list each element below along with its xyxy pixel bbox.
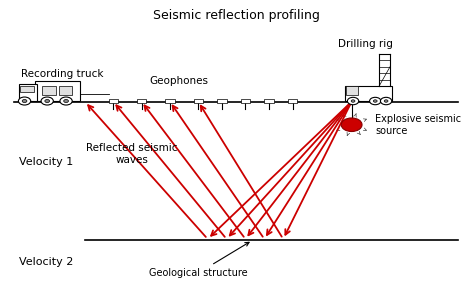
Circle shape	[18, 97, 31, 105]
Circle shape	[22, 99, 27, 103]
Text: Drilling rig: Drilling rig	[338, 39, 393, 49]
Bar	[137, 99, 146, 103]
Text: Geological structure: Geological structure	[149, 242, 249, 278]
Text: Velocity 2: Velocity 2	[19, 257, 73, 267]
Circle shape	[45, 99, 50, 103]
Text: Velocity 1: Velocity 1	[19, 157, 73, 167]
Bar	[42, 86, 56, 95]
Bar	[59, 86, 72, 95]
Circle shape	[373, 100, 377, 102]
Bar	[194, 99, 203, 103]
Circle shape	[384, 100, 388, 102]
Circle shape	[64, 99, 68, 103]
Bar	[109, 99, 118, 103]
Text: Reflected seismic
waves: Reflected seismic waves	[86, 143, 178, 165]
Circle shape	[60, 97, 72, 105]
Circle shape	[41, 97, 53, 105]
Circle shape	[351, 100, 355, 102]
Bar	[35, 81, 80, 101]
Bar	[20, 86, 34, 92]
Bar	[241, 99, 250, 103]
Circle shape	[341, 118, 362, 132]
Bar	[19, 84, 37, 101]
Bar	[346, 86, 358, 95]
Circle shape	[347, 97, 359, 105]
Bar	[345, 86, 392, 101]
Text: Recording truck: Recording truck	[21, 69, 104, 79]
Bar	[288, 99, 297, 103]
Circle shape	[380, 97, 392, 105]
Circle shape	[370, 97, 381, 105]
Text: Explosive seismic
source: Explosive seismic source	[375, 114, 461, 136]
Bar	[165, 99, 175, 103]
Bar	[217, 99, 227, 103]
Text: Seismic reflection profiling: Seismic reflection profiling	[152, 9, 320, 22]
Text: Geophones: Geophones	[150, 76, 209, 86]
Bar	[264, 99, 274, 103]
